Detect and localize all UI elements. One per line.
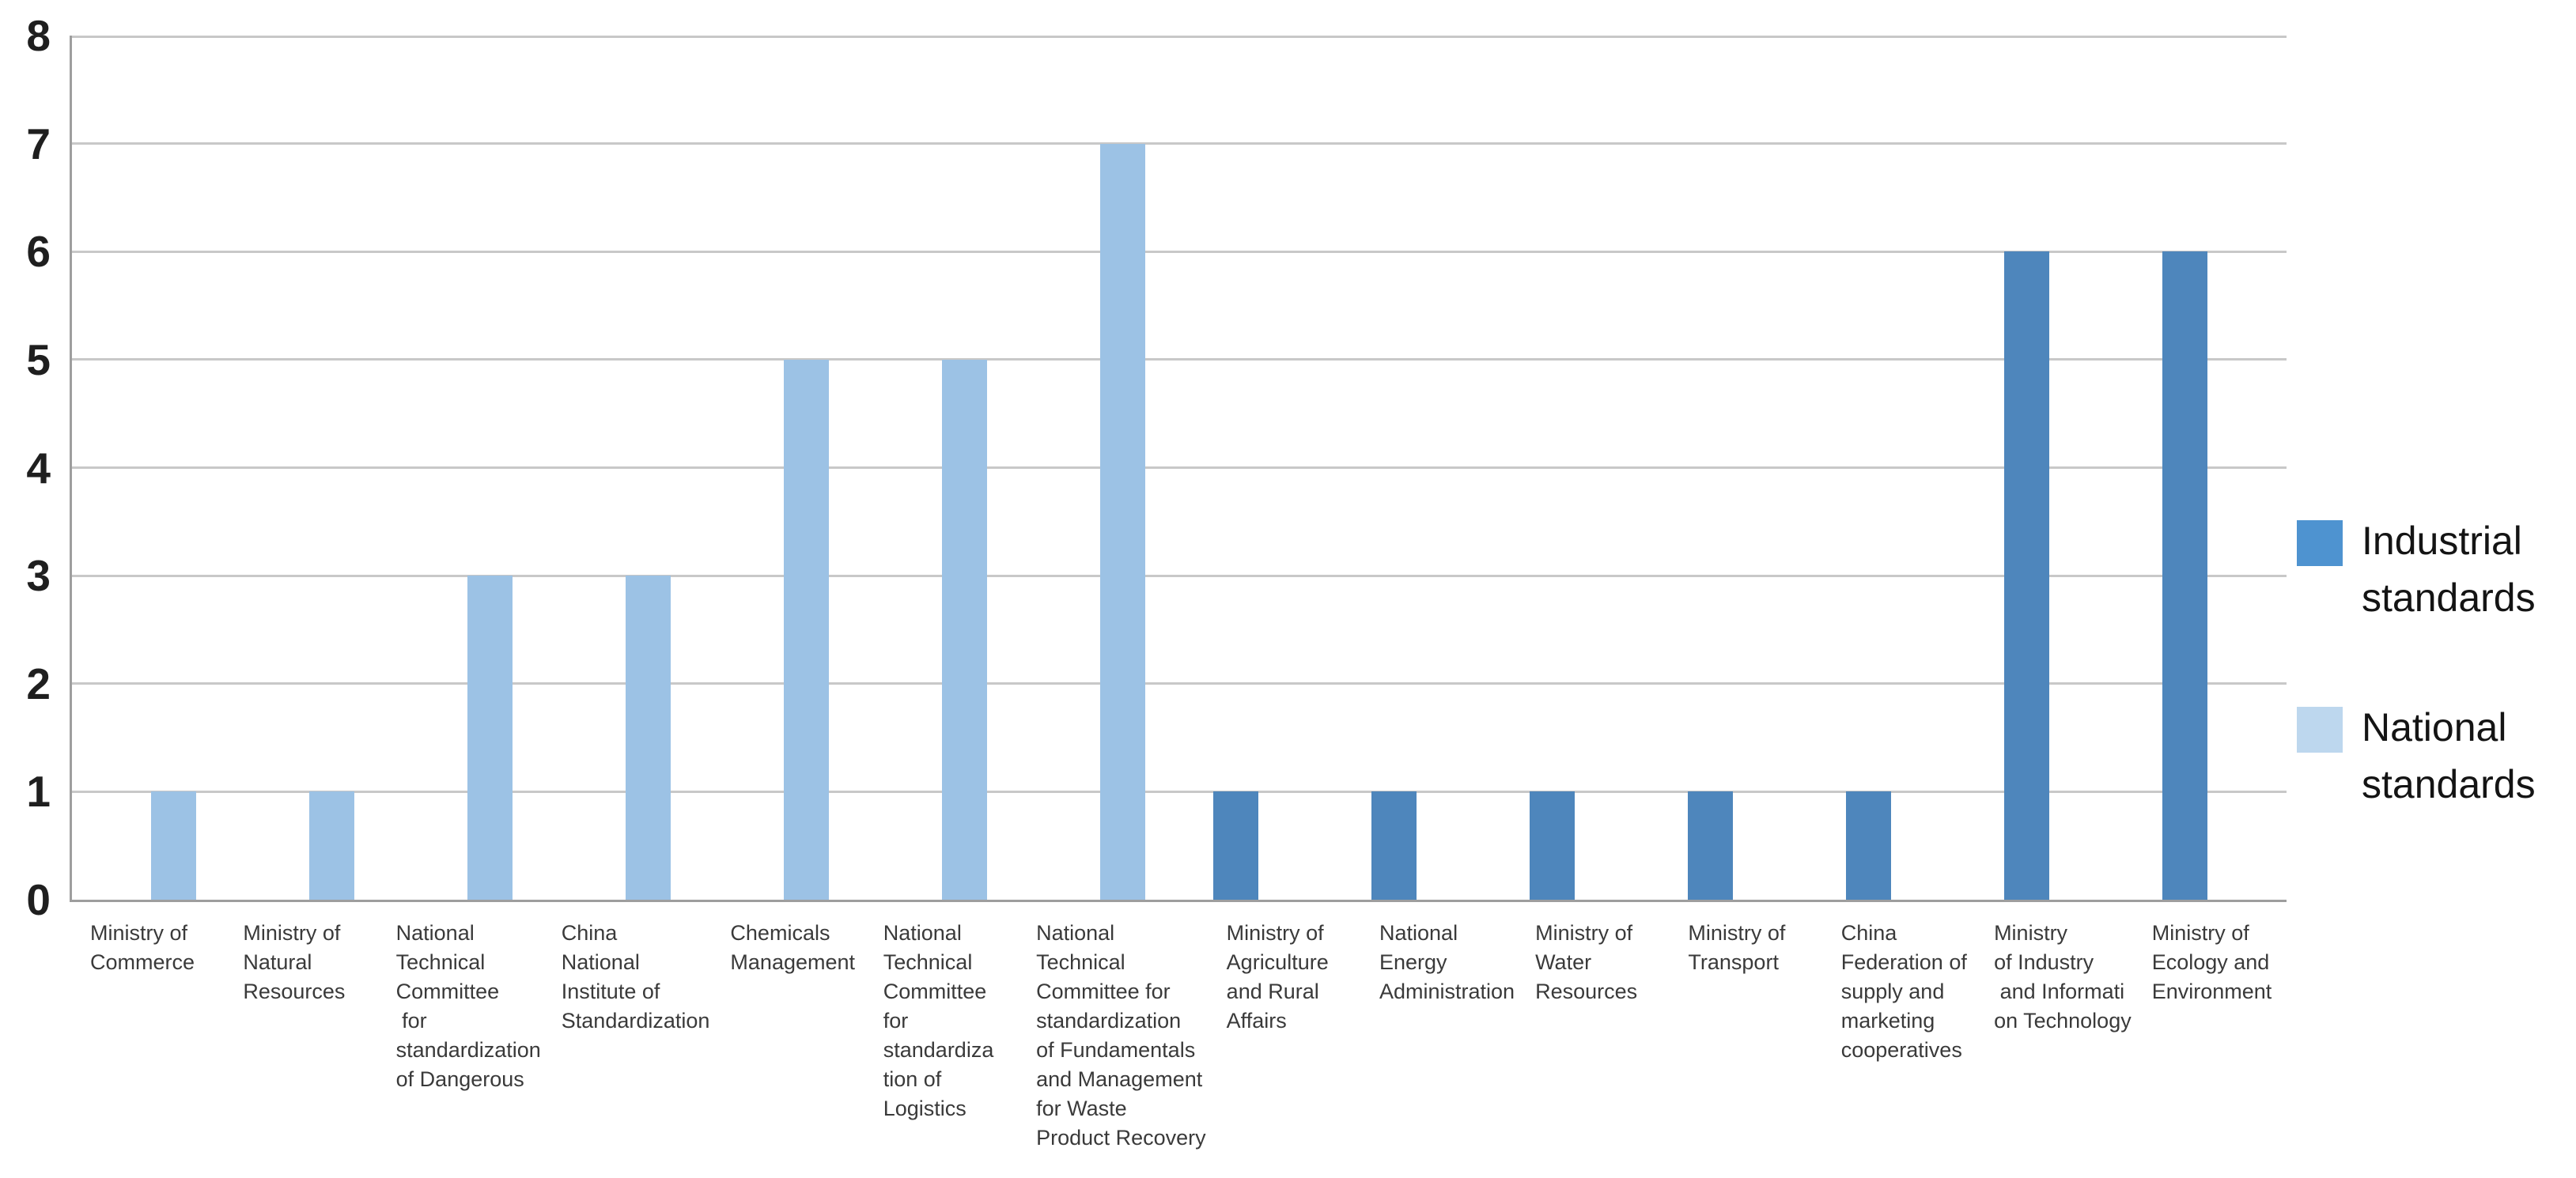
gridline (72, 466, 2287, 469)
category-slot (230, 36, 388, 900)
y-tick-label: 8 (26, 11, 51, 60)
plot-area (70, 36, 2287, 902)
bar-industrial-standards (1688, 791, 1733, 900)
y-tick-label: 0 (26, 875, 51, 924)
y-tick-label: 5 (26, 335, 51, 384)
category-slot (2128, 36, 2287, 900)
gridline (72, 36, 2287, 38)
y-axis-tick-labels: 0 1 2 3 4 5 6 7 8 (0, 11, 55, 924)
category-slot (705, 36, 863, 900)
y-tick-label: 2 (26, 659, 51, 708)
bar-national-standards (626, 576, 671, 900)
category-slot (1021, 36, 1179, 900)
category-slot (1654, 36, 1812, 900)
x-axis-category-labels: Ministry of Commerce Ministry of Natural … (70, 919, 2284, 1153)
category-slot (1337, 36, 1496, 900)
x-category-label: National Technical Committee for standar… (395, 921, 541, 1091)
category-slot (72, 36, 230, 900)
x-category-label: Ministry of Ecology and Environment (2151, 921, 2272, 1003)
gridline (72, 575, 2287, 577)
bar-industrial-standards (1213, 791, 1258, 900)
bar-industrial-standards (2162, 251, 2207, 900)
gridline (72, 251, 2287, 253)
bar-national-standards (467, 576, 513, 900)
x-category-label: Chemicals Management (730, 921, 856, 974)
bar-national-standards (942, 360, 987, 900)
category-slot (388, 36, 547, 900)
x-category-label: National Technical Committee for standar… (883, 921, 994, 1120)
legend-item-national-standards: National standards (2297, 699, 2567, 813)
x-category-label: China Federation of supply and marketing… (1840, 921, 1967, 1062)
bar-industrial-standards (1530, 791, 1575, 900)
category-slot (1812, 36, 1970, 900)
bar-industrial-standards (1846, 791, 1891, 900)
category-slot (1970, 36, 2128, 900)
legend-swatch-national-standards (2297, 707, 2343, 753)
category-slot (863, 36, 1021, 900)
legend-label-national-standards: National standards (2362, 705, 2536, 806)
bar-industrial-standards (2004, 251, 2049, 900)
legend-label-industrial-standards: Industrial standards (2362, 519, 2536, 620)
bar-industrial-standards (1371, 791, 1417, 900)
legend-item-industrial-standards: Industrial standards (2297, 512, 2567, 626)
legend: Industrial standards National standards (2297, 512, 2567, 813)
category-slot (1179, 36, 1337, 900)
gridline (72, 358, 2287, 361)
legend-swatch-industrial-standards (2297, 520, 2343, 566)
bar-national-standards (1100, 144, 1145, 900)
bar-national-standards (784, 360, 829, 900)
bar-national-standards (151, 791, 196, 900)
bars-layer (72, 36, 2287, 900)
y-tick-label: 7 (26, 119, 51, 168)
x-category-label: China National Institute of Standardizat… (561, 921, 710, 1033)
y-tick-label: 3 (26, 551, 51, 600)
category-slot (547, 36, 705, 900)
x-category-label: Ministry of Transport (1688, 921, 1786, 974)
x-category-label: Ministry of Natural Resources (243, 921, 346, 1003)
gridline (72, 682, 2287, 685)
gridline (72, 791, 2287, 793)
x-category-label: Ministry of Water Resources (1535, 921, 1638, 1003)
y-tick-label: 6 (26, 227, 51, 276)
category-slot (1496, 36, 1654, 900)
bar-national-standards (309, 791, 354, 900)
y-tick-label: 4 (26, 444, 51, 493)
x-category-label: Ministry of Commerce (90, 921, 195, 974)
x-category-label: National Energy Administration (1379, 921, 1515, 1003)
x-category-label: Ministry of Agriculture and Rural Affair… (1226, 921, 1329, 1033)
gridline (72, 142, 2287, 145)
y-tick-label: 1 (26, 767, 51, 816)
x-category-label: National Technical Committee for standar… (1036, 921, 1206, 1150)
x-category-label: Ministry of Industry and Informati on Te… (1994, 921, 2132, 1033)
